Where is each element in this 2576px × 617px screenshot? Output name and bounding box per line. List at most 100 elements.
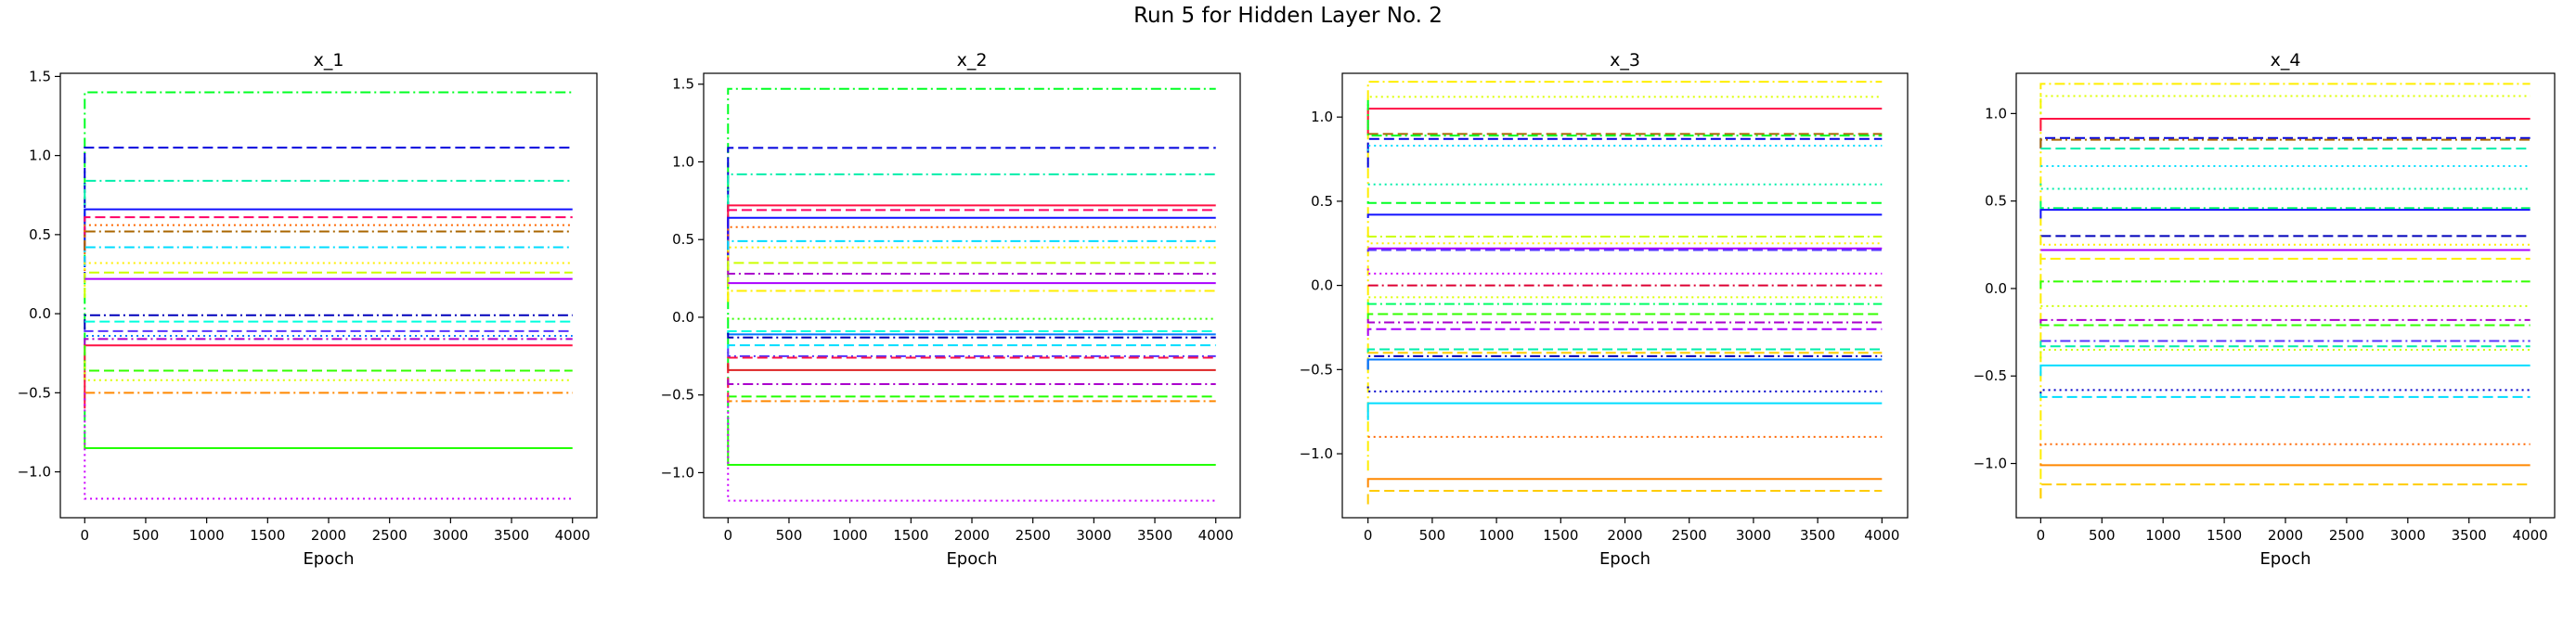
panel-3-x-tick-label: 2000 xyxy=(1607,527,1642,544)
panel-1-x-tick-label: 3000 xyxy=(433,527,468,544)
panel-3-series-line xyxy=(1366,81,1883,471)
panel-2-series-line xyxy=(727,239,1216,271)
panel-4-series-line xyxy=(2039,463,2531,467)
panel-2-series-line xyxy=(727,87,1216,427)
panel-3-series-line xyxy=(1366,235,1883,245)
panel-3-x-tick-label: 3500 xyxy=(1800,527,1835,544)
panel-2-series-line xyxy=(727,289,1216,302)
panel-1-series-line xyxy=(84,208,573,251)
panel-1-x-tick-label: 4000 xyxy=(555,527,590,544)
panel-4-x-tick-label: 3500 xyxy=(2452,527,2487,544)
panel-3-x-tick-label: 4000 xyxy=(1864,527,1899,544)
panel-1-series-line xyxy=(84,361,573,381)
panel-1-y-tick-label: 0.0 xyxy=(29,305,51,322)
panel-1-y-tick-label: 0.5 xyxy=(29,226,51,243)
panel-3-series-line xyxy=(1366,137,1883,168)
panel-3-series-line xyxy=(1366,348,1883,353)
panel-3-series-line xyxy=(1366,249,1883,252)
panel-3-series-line xyxy=(1366,358,1883,370)
panel-3-x-tick-label: 2500 xyxy=(1672,527,1707,544)
panel-4-series-line xyxy=(2039,364,2531,377)
panel-3-x-tick-label: 3000 xyxy=(1736,527,1771,544)
panel-4-series-line xyxy=(2039,483,2531,499)
panel-1-series-line xyxy=(84,344,573,409)
panel-3-series-line xyxy=(1366,313,1883,319)
panel-4-series-line xyxy=(2039,200,2531,210)
panel-2-series-line xyxy=(727,379,1216,385)
panel-3-x-axis-label: Epoch xyxy=(1599,549,1650,569)
panel-3-x-tick-label: 500 xyxy=(1419,527,1446,544)
panel-3-series-line xyxy=(1366,145,1883,151)
panel-2-x-axis-label: Epoch xyxy=(946,549,997,569)
panel-2-series-line xyxy=(727,225,1216,287)
panel-3-series-line xyxy=(1366,235,1883,238)
panel-2-series-line xyxy=(727,426,1216,467)
panel-3-series-line xyxy=(1366,213,1883,219)
panel-3-y-tick-label: 0.0 xyxy=(1311,277,1333,294)
panel-3-series-line xyxy=(1366,489,1883,505)
panel-1-x-tick-label: 0 xyxy=(80,527,89,544)
panel-2-series-line xyxy=(727,262,1216,302)
panel-3-y-tick-label: −0.5 xyxy=(1300,361,1333,378)
panel-3-y-tick-label: −1.0 xyxy=(1300,445,1333,462)
panel-2-series-line xyxy=(727,332,1216,336)
panel-3-series-line xyxy=(1366,268,1883,275)
panel-4-series-line xyxy=(2039,393,2531,398)
panel-4-y-tick-label: 0.0 xyxy=(1985,280,2007,297)
panel-4-series-line xyxy=(2039,183,2531,190)
panel-1-x-tick-label: 2500 xyxy=(372,527,408,544)
panel-2-x-tick-label: 500 xyxy=(776,527,803,544)
panel-4-x-tick-label: 1500 xyxy=(2207,527,2242,544)
panel-3-series-line xyxy=(1366,96,1883,135)
panel-4-series-line xyxy=(2039,138,2531,149)
panel-1-series-line xyxy=(84,329,573,332)
panel-2-series-line xyxy=(727,394,1216,398)
panel-2-x-tick-label: 0 xyxy=(723,527,732,544)
panel-1-series-line xyxy=(84,91,573,441)
panel-3-axes-frame xyxy=(1341,72,1909,519)
panel-2-series-line xyxy=(727,270,1216,276)
panel-1-series-line xyxy=(84,246,573,266)
panel-1-series-line xyxy=(84,345,573,372)
panel-1-x-tick-label: 1500 xyxy=(250,527,285,544)
panel-4-x-tick-label: 500 xyxy=(2089,527,2116,544)
panel-2-series-line xyxy=(727,216,1216,255)
panel-2-y-tick-label: 0.0 xyxy=(672,309,694,326)
panel-4-series-line xyxy=(2039,389,2531,394)
panel-3-y-tick-label: 0.5 xyxy=(1311,193,1333,210)
panel-2-y-tick-label: 1.0 xyxy=(672,153,694,170)
panel-2-y-tick-label: −1.0 xyxy=(661,464,694,481)
panel-2-series-line xyxy=(727,332,1216,339)
panel-2-series-line xyxy=(727,394,1216,502)
panel-1-series-line xyxy=(84,338,573,346)
panel-1-x-tick-label: 3500 xyxy=(494,527,529,544)
panel-3-series-line xyxy=(1366,302,1883,305)
panel-3-series-line xyxy=(1366,478,1883,488)
panel-4-x-tick-label: 4000 xyxy=(2513,527,2548,544)
panel-2-y-tick-label: 0.5 xyxy=(672,231,694,248)
panel-3-series-line xyxy=(1366,100,1883,137)
panel-1-series-line xyxy=(84,334,573,346)
panel-4-series-line xyxy=(2039,95,2531,114)
panel-2-x-tick-label: 1000 xyxy=(833,527,868,544)
panel-4-series-line xyxy=(2039,236,2531,246)
panel-4-series-line xyxy=(2039,209,2531,219)
panel-3-series-line xyxy=(1366,328,1883,337)
panel-1-series-line xyxy=(84,440,573,449)
panel-4-series-line xyxy=(2039,280,2531,289)
panel-1-axes-frame xyxy=(59,72,598,519)
panel-1-y-tick-label: −1.0 xyxy=(18,464,51,481)
panel-3-series-line xyxy=(1366,354,1883,370)
panel-4-x-tick-label: 0 xyxy=(2037,527,2046,544)
panel-2-x-tick-label: 4000 xyxy=(1198,527,1234,544)
panel-4-series-line xyxy=(2039,323,2531,327)
panel-4-series-line xyxy=(2039,83,2531,499)
panel-3-series-line xyxy=(1366,402,1883,420)
panel-3-title: x_3 xyxy=(1610,50,1640,71)
panel-3-series-line xyxy=(1366,296,1883,302)
panel-1-series-line xyxy=(84,224,573,283)
panel-2-y-tick-label: 1.5 xyxy=(672,76,694,93)
panel-1-series-line xyxy=(84,314,573,330)
panel-4-series-line xyxy=(2039,253,2531,260)
